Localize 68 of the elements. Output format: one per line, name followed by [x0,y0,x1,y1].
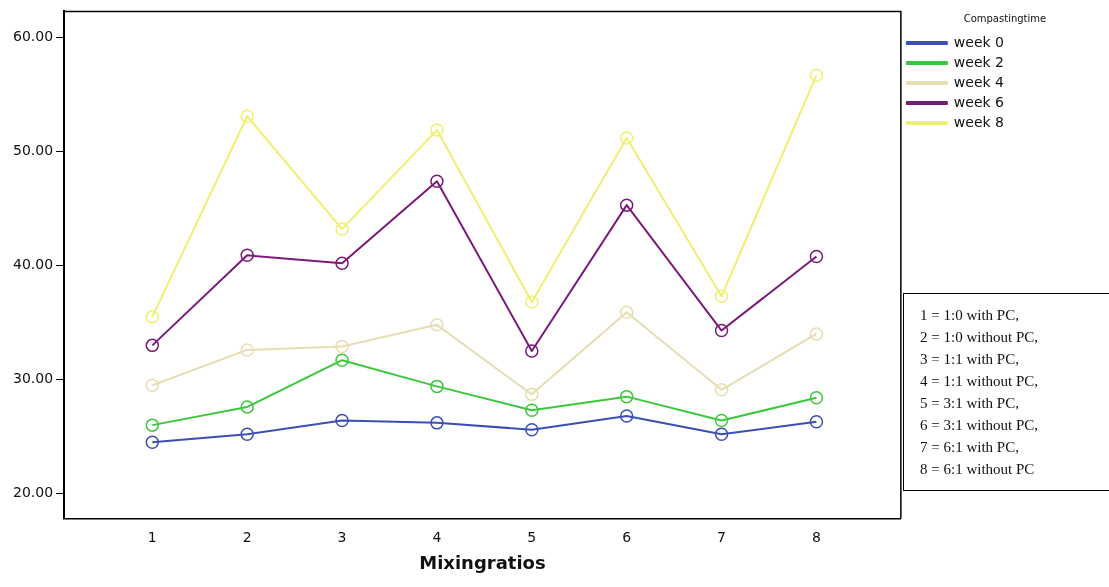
legend-label: week 4 [953,73,1005,90]
point [619,305,634,320]
legend-label: week 8 [953,113,1005,130]
legend-label: week 2 [953,53,1005,70]
point [619,131,634,145]
point [145,378,160,392]
text: 5 = 3:1 with PC, [920,394,1020,413]
point [430,174,444,188]
y-tick-label: 50.00 [12,142,54,159]
point [525,403,539,418]
point [809,414,824,429]
point [430,318,444,332]
point [335,413,349,428]
y-tick-label: 20.00 [12,484,54,501]
text: 7 = 6:1 with PC, [920,438,1020,457]
point [145,435,160,449]
x-tick-label: 7 [717,528,727,545]
point [430,416,444,430]
y-tick-label: 60.00 [12,28,54,45]
point [240,109,254,124]
point [619,389,634,404]
text: 2 = 1:0 without PC, [920,328,1040,347]
x-tick-label: 5 [527,528,537,545]
point [525,422,539,437]
point [145,338,160,353]
legend-label: week 0 [953,33,1005,50]
point [619,198,634,212]
point [240,427,254,442]
y-tick-label: 30.00 [12,370,54,387]
point [714,413,729,428]
point [430,379,444,394]
point [619,409,634,423]
x-tick-label: 2 [242,528,252,545]
text: 3 = 1:1 with PC, [920,350,1020,369]
point [525,344,539,358]
point [335,353,349,367]
point [335,339,349,354]
point [145,418,160,432]
point [525,295,539,309]
text: 1 = 1:0 with PC, [920,306,1020,325]
text: 8 = 6:1 without PC [920,460,1036,479]
x-axis-title: Mixingratios [419,551,546,573]
point [145,310,160,324]
point [809,249,824,264]
x-tick-label: 8 [811,528,821,545]
point [809,391,824,405]
x-tick-label: 4 [432,528,442,545]
point [240,343,254,357]
x-tick-label: 3 [337,528,347,545]
point [809,327,824,341]
point [714,427,729,442]
legend-title: Compastingtime [963,12,1047,24]
point [335,256,349,271]
point [240,400,254,414]
point [525,387,539,402]
point [240,248,254,263]
text: 4 = 1:1 without PC, [920,372,1040,391]
point [335,222,349,236]
point [809,68,824,82]
x-tick-label: 6 [622,528,632,545]
legend-label: week 6 [953,93,1005,110]
point [714,323,729,338]
point [430,123,444,137]
point [714,383,729,397]
point [714,289,729,304]
x-tick-label: 1 [147,528,157,545]
text: 6 = 3:1 without PC, [920,416,1040,435]
y-tick-label: 40.00 [12,256,54,273]
